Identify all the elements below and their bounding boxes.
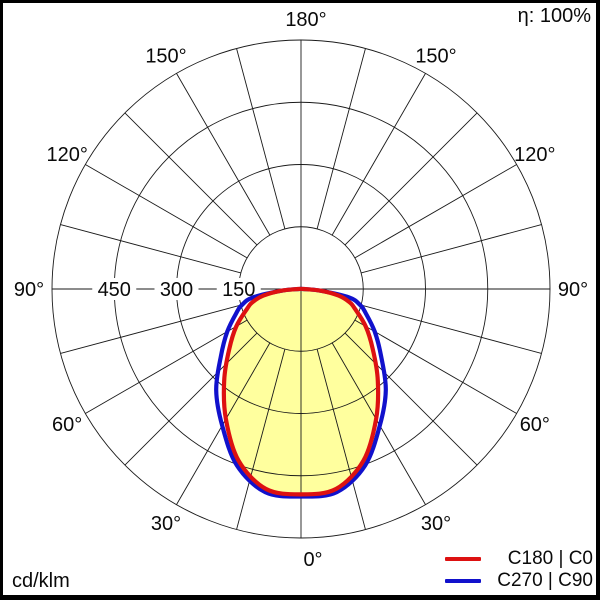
intensity-curve-c180-c0 bbox=[221, 286, 381, 497]
legend-label-c90-c270: C270 | C90 bbox=[497, 570, 593, 591]
angle-tick-label-60-right: 60° bbox=[520, 414, 550, 436]
legend-item-c0-c180: C180 | C0 bbox=[445, 548, 593, 569]
spoke-line bbox=[236, 48, 286, 229]
angle-tick-label-150-right: 150° bbox=[415, 45, 456, 67]
spoke-line bbox=[316, 48, 366, 229]
angle-tick-label-120-left: 120° bbox=[46, 144, 87, 166]
angle-tick-label-0-right: 0° bbox=[303, 549, 322, 571]
angle-tick-label-180-right: 180° bbox=[285, 9, 326, 31]
radial-label-mask bbox=[216, 278, 261, 300]
spoke-line bbox=[124, 332, 258, 466]
angle-tick-label-30-right: 30° bbox=[421, 513, 451, 535]
spoke-line bbox=[60, 304, 241, 354]
angle-tick-label-90-right: 90° bbox=[558, 279, 588, 301]
radial-tick-label: 300 bbox=[160, 279, 193, 301]
spoke-line bbox=[344, 332, 478, 466]
legend-item-c90-c270: C270 | C90 bbox=[445, 570, 593, 591]
spoke-line bbox=[344, 112, 478, 246]
radial-tick-label: 450 bbox=[98, 279, 131, 301]
angle-tick-label-150-left: 150° bbox=[145, 45, 186, 67]
spoke-line bbox=[176, 73, 271, 236]
spoke-line bbox=[124, 112, 258, 246]
unit-label: cd/klm bbox=[12, 570, 70, 592]
legend-swatch-c0-c180 bbox=[445, 556, 481, 561]
angle-tick-label-120-right: 120° bbox=[514, 144, 555, 166]
polar-grid bbox=[51, 39, 551, 539]
angle-tick-label-60-left: 60° bbox=[52, 414, 82, 436]
legend-swatch-c90-c270 bbox=[445, 578, 481, 583]
angle-tick-label-90-left: 90° bbox=[14, 279, 44, 301]
spoke-line bbox=[85, 319, 248, 414]
radial-tick-label: 150 bbox=[222, 279, 255, 301]
spoke-line bbox=[361, 304, 542, 354]
legend: C180 | C0 C270 | C90 bbox=[445, 548, 593, 591]
spoke-line bbox=[85, 164, 248, 259]
angle-tick-label-30-left: 30° bbox=[151, 513, 181, 535]
spoke-line bbox=[331, 73, 426, 236]
spoke-line bbox=[354, 319, 517, 414]
legend-label-c0-c180: C180 | C0 bbox=[507, 548, 593, 569]
efficiency-label: η: 100% bbox=[517, 5, 591, 27]
spoke-line bbox=[236, 349, 286, 530]
radial-label-mask bbox=[92, 278, 137, 300]
spoke-line bbox=[60, 224, 241, 274]
spoke-line bbox=[316, 349, 366, 530]
radial-label-mask bbox=[154, 278, 199, 300]
spoke-line bbox=[361, 224, 542, 274]
intensity-curve-c270-c90 bbox=[214, 286, 388, 499]
spoke-line bbox=[354, 164, 517, 259]
